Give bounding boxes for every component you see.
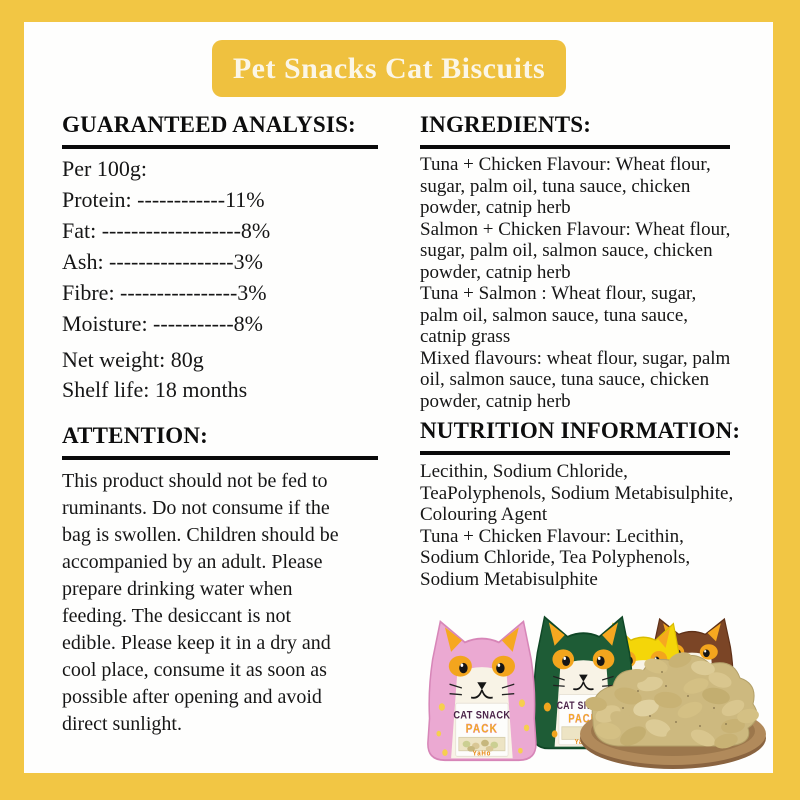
bag-label: CAT SNACK [453, 710, 510, 722]
product-photo: CAT SNACK PACK YaHo CAT SNACK PACK YaHo [426, 616, 766, 769]
heading-underline [420, 145, 730, 149]
ingredients-item: Mixed flavours: wheat flour, sugar, palm… [420, 347, 731, 412]
nutrition-item: Tuna + Chicken Flavour: Lecithin, Sodium… [420, 525, 691, 590]
nutrition-heading: NUTRITION INFORMATION: [420, 418, 741, 443]
cat-snack-bag-pink: CAT SNACK PACK YaHo [426, 620, 537, 762]
guaranteed-analysis-heading: GUARANTEED ANALYSIS: [62, 112, 356, 137]
shelf-life: Shelf life: 18 months [62, 377, 248, 402]
title-banner: Pet Snacks Cat Biscuits [212, 40, 566, 97]
bag-sublabel: PACK [466, 723, 498, 736]
heading-underline [62, 145, 378, 149]
content-panel: Pet Snacks Cat Biscuits GUARANTEED ANALY… [24, 22, 773, 773]
analysis-row-moisture: Moisture: -----------8% [62, 311, 263, 336]
analysis-per-label: Per 100g: [62, 156, 147, 181]
ingredients-item: Tuna + Chicken Flavour: Wheat flour, sug… [420, 154, 711, 218]
analysis-row-protein: Protein: ------------11% [62, 187, 265, 212]
page-title: Pet Snacks Cat Biscuits [232, 51, 546, 85]
biscuit-pile [585, 652, 759, 749]
heading-underline [420, 451, 730, 455]
nutrition-item: Lecithin, Sodium Chloride, TeaPolyphenol… [420, 461, 734, 525]
net-weight: Net weight: 80g [62, 347, 204, 372]
analysis-list: Per 100g: Protein: ------------11% Fat: … [62, 153, 396, 339]
heading-underline [62, 456, 378, 460]
right-column: INGREDIENTS: Tuna + Chicken Flavour: Whe… [420, 112, 764, 590]
ingredients-item: Tuna + Salmon : Wheat flour, sugar, palm… [420, 283, 697, 347]
attention-heading: ATTENTION: [62, 423, 208, 448]
left-column: GUARANTEED ANALYSIS: Per 100g: Protein: … [62, 112, 396, 738]
analysis-row-ash: Ash: -----------------3% [62, 249, 263, 274]
analysis-row-fat: Fat: -------------------8% [62, 218, 271, 243]
nutrition-list: Lecithin, Sodium Chloride, TeaPolyphenol… [420, 461, 764, 590]
attention-body: This product should not be fed to rumina… [62, 470, 339, 735]
ingredients-heading: INGREDIENTS: [420, 112, 592, 137]
package-info: Net weight: 80g Shelf life: 18 months [62, 345, 396, 405]
ingredients-list: Tuna + Chicken Flavour: Wheat flour, sug… [420, 154, 764, 412]
ingredients-item: Salmon + Chicken Flavour: Wheat flour, s… [420, 218, 731, 283]
analysis-row-fibre: Fibre: ----------------3% [62, 280, 267, 305]
bag-brand: YaHo [473, 750, 491, 758]
